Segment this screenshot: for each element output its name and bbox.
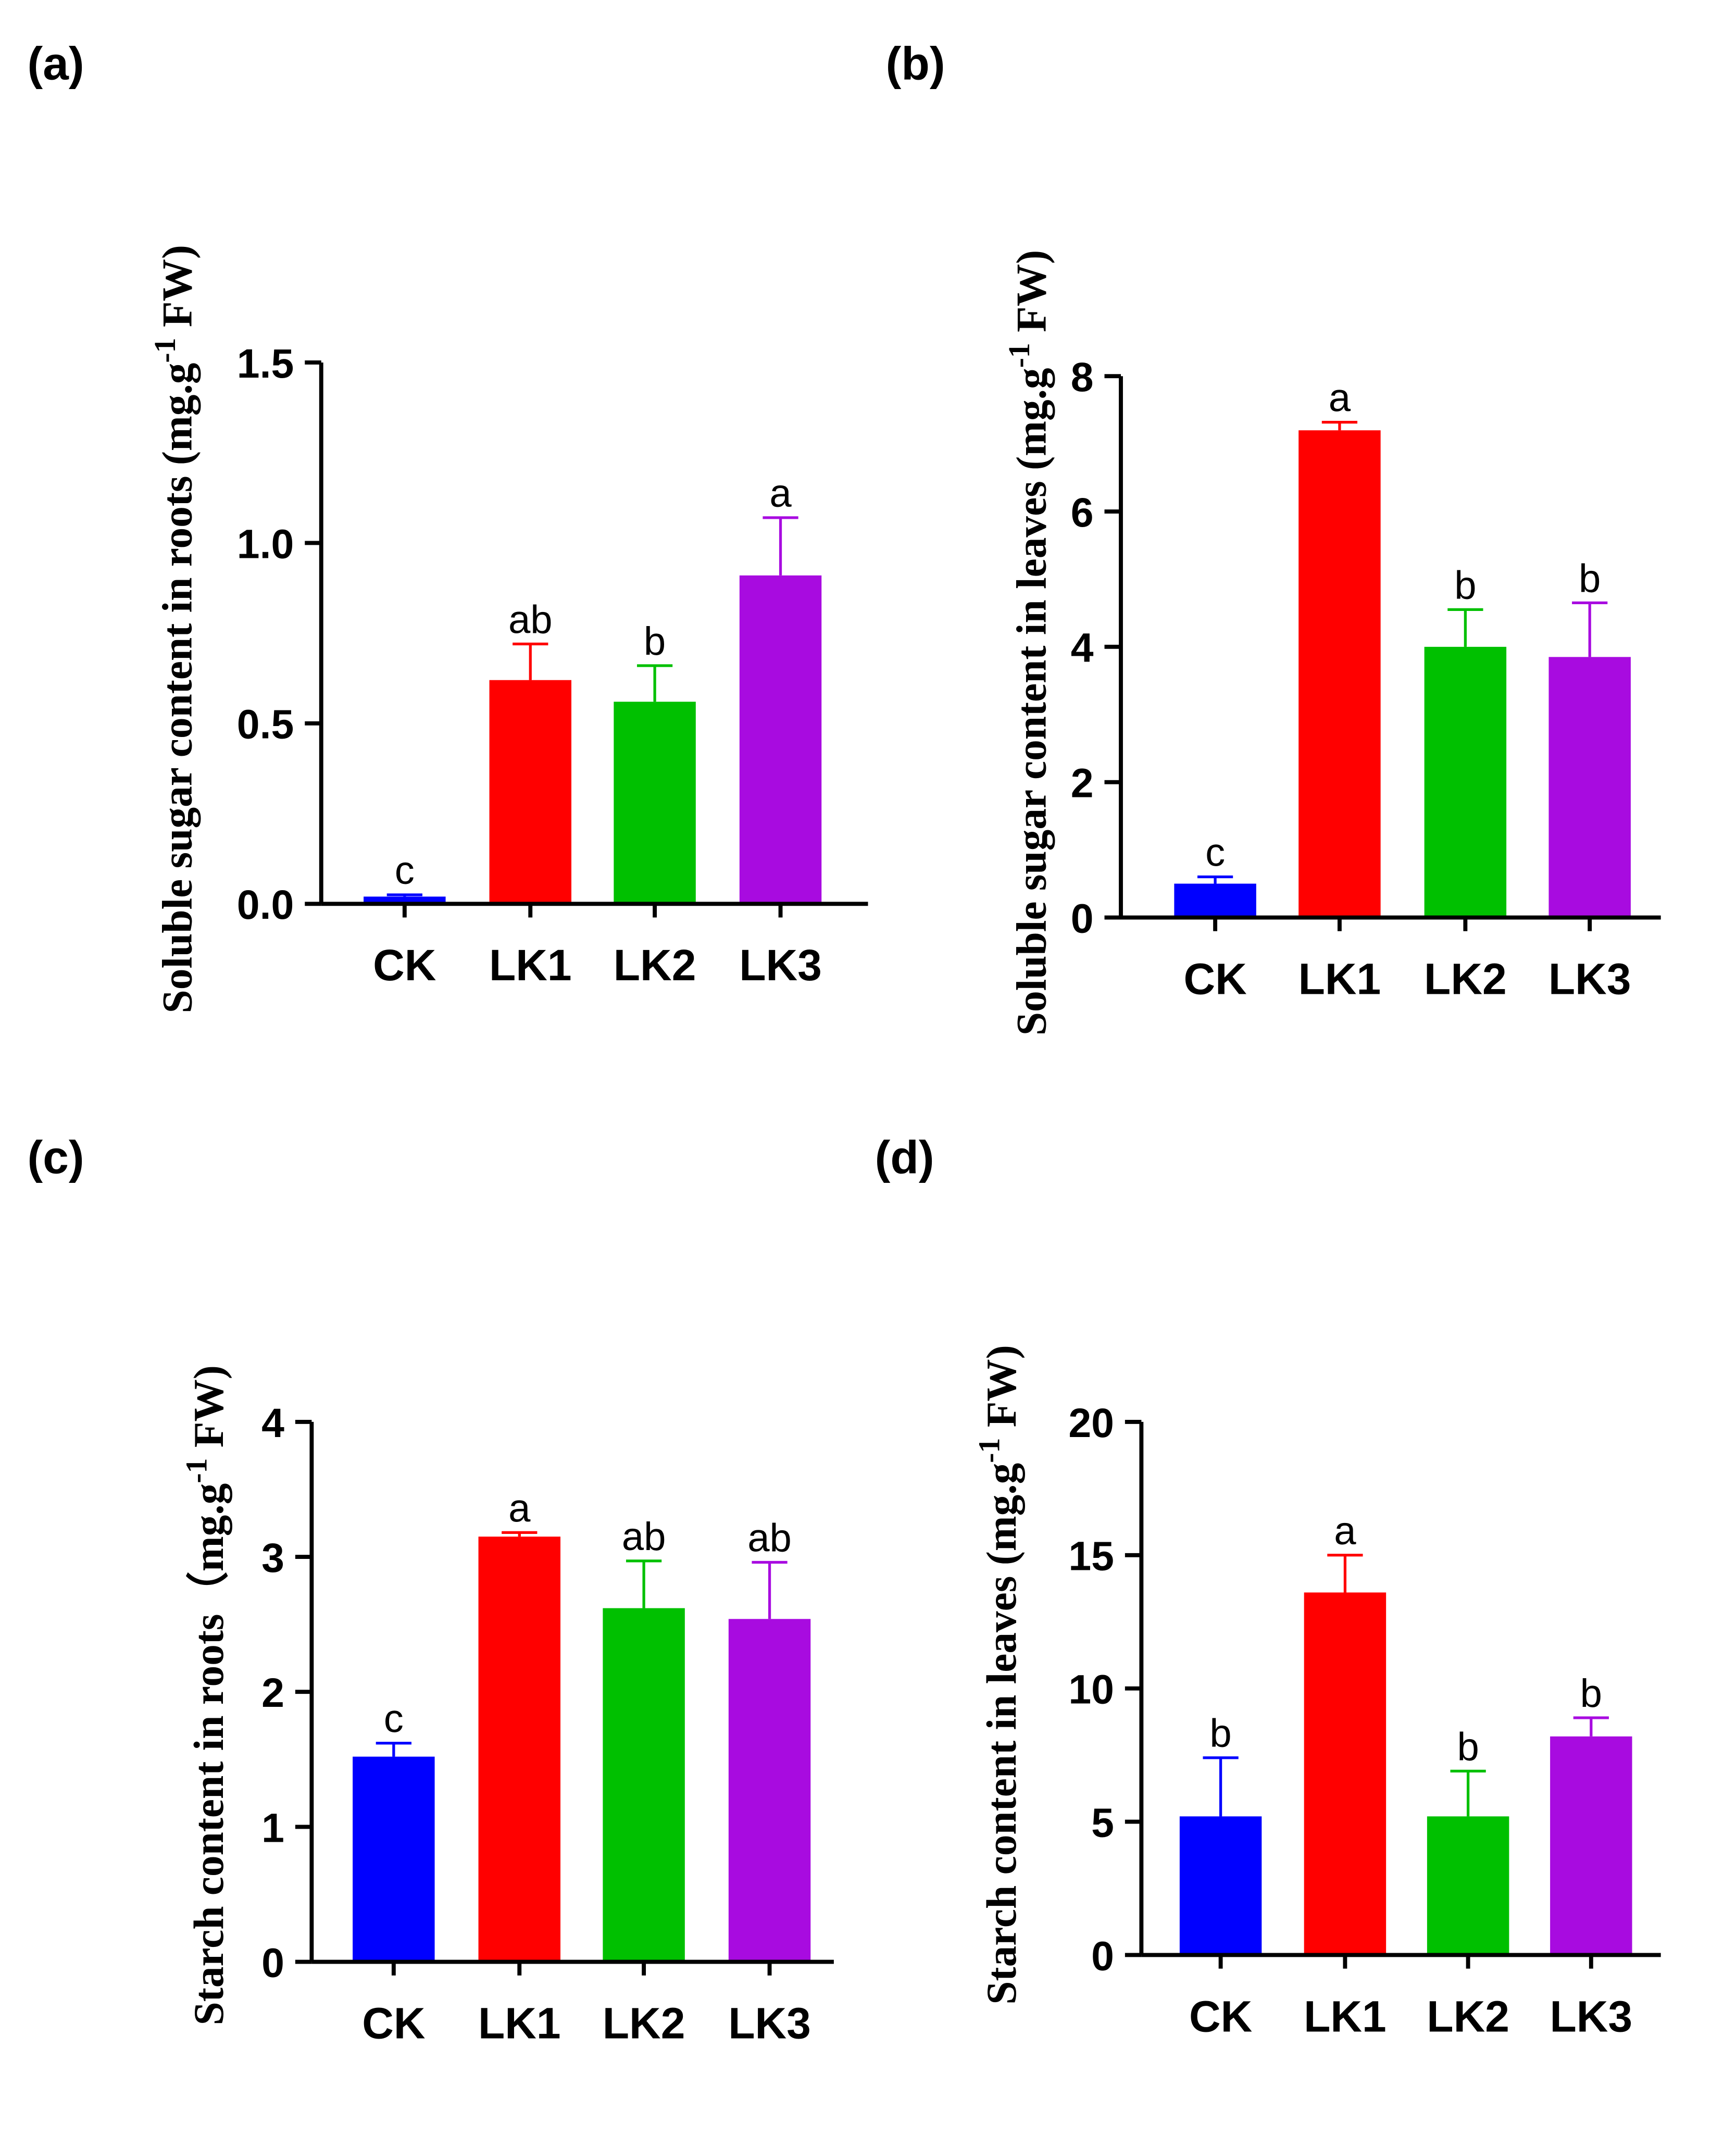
significance-letter: c	[384, 1697, 404, 1741]
bar-CK	[353, 1756, 435, 1962]
bar-LK2	[1427, 1816, 1509, 1955]
y-tick-label: 6	[1071, 490, 1094, 535]
x-tick-label: LK3	[1550, 1992, 1632, 2041]
significance-letter: b	[644, 619, 666, 664]
significance-letter: b	[1579, 556, 1601, 601]
y-tick-label: 1.5	[237, 341, 294, 386]
panel-d: (d) b CK a LK1 b LK2 b LK3 0 5 10 15 20 Starch content…	[875, 1131, 1661, 2041]
y-tick-label: 8	[1071, 354, 1094, 400]
bar-LK2	[1424, 646, 1507, 918]
y-tick-label: 5	[1091, 1800, 1114, 1845]
y-tick-label: 4	[1071, 625, 1094, 671]
x-tick-label: LK1	[478, 1999, 561, 2048]
x-tick-label: LK2	[603, 1999, 685, 2048]
y-axis-label: Soluble sugar content in leaves (mg.g-1 …	[1003, 250, 1055, 1036]
x-tick-label: LK3	[1548, 954, 1631, 1003]
bar-LK1	[1304, 1592, 1387, 1955]
bar-LK2	[603, 1608, 685, 1962]
bar-LK1	[1298, 430, 1381, 918]
significance-letter: ab	[508, 597, 553, 642]
y-axis-label: Soluble sugar content in roots (mg.g-1 F…	[149, 245, 201, 1013]
significance-letter: b	[1580, 1671, 1602, 1716]
x-tick-label: CK	[1183, 954, 1246, 1003]
bar-LK2	[614, 702, 696, 904]
y-tick-label: 10	[1068, 1667, 1114, 1713]
y-tick-label: 4	[261, 1400, 284, 1446]
y-tick-label: 0	[1091, 1933, 1114, 1979]
y-tick-label: 0	[261, 1940, 284, 1985]
significance-letter: b	[1209, 1712, 1231, 1756]
y-tick-label: 1	[261, 1805, 284, 1851]
x-tick-label: LK3	[739, 941, 822, 990]
y-tick-label: 0.5	[237, 702, 294, 747]
significance-letter: c	[1205, 831, 1225, 875]
bar-CK	[1179, 1816, 1262, 1955]
x-tick-label: LK1	[1304, 1992, 1387, 2041]
significance-letter: ab	[747, 1516, 792, 1560]
bar-LK1	[478, 1537, 561, 1962]
y-axis-label: Starch content in leaves (mg.g-1 FW)	[973, 1345, 1025, 2005]
significance-letter: b	[1457, 1725, 1479, 1769]
y-tick-label: 3	[261, 1535, 284, 1581]
bar-LK1	[489, 680, 572, 904]
y-tick-label: 2	[261, 1670, 284, 1716]
x-tick-label: LK2	[1424, 954, 1507, 1003]
y-tick-label: 20	[1068, 1400, 1114, 1446]
y-tick-label: 0	[1071, 895, 1094, 941]
panel-a: (a) c CK ab LK1 b LK2 a LK3 0.0 0.5 1.0 1.5 Soluble s…	[27, 38, 868, 1013]
significance-letter: a	[769, 471, 792, 516]
x-tick-label: LK1	[1298, 954, 1381, 1003]
bar-LK3	[728, 1619, 811, 1962]
panel-c: (c) c CK a LK1 ab LK2 ab LK3 0 1 2 3 4 Starch content …	[27, 1131, 834, 2048]
bar-LK3	[1548, 657, 1631, 918]
x-tick-label: CK	[1189, 1992, 1252, 2041]
y-tick-label: 1.0	[237, 521, 294, 567]
x-tick-label: LK2	[1427, 1992, 1509, 2041]
panel-label: (b)	[886, 38, 945, 90]
x-tick-label: LK2	[614, 941, 696, 990]
significance-letter: ab	[622, 1515, 666, 1559]
panel-label: (a)	[27, 38, 84, 90]
y-tick-label: 15	[1068, 1533, 1114, 1579]
significance-letter: b	[1454, 563, 1476, 607]
bar-LK3	[739, 575, 822, 904]
x-tick-label: CK	[373, 941, 436, 990]
significance-letter: c	[395, 848, 415, 893]
panel-label: (c)	[27, 1131, 84, 1183]
x-tick-label: LK1	[489, 941, 572, 990]
x-tick-label: LK3	[728, 1999, 811, 2048]
panel-b: (b) c CK a LK1 b LK2 b LK3 0 2 4 6 8 Soluble sugar con…	[886, 38, 1661, 1036]
bar-CK	[1174, 883, 1256, 918]
significance-letter: a	[1329, 376, 1351, 420]
y-tick-label: 0.0	[237, 882, 294, 928]
bar-LK3	[1550, 1736, 1632, 1955]
y-tick-label: 2	[1071, 760, 1094, 806]
significance-letter: a	[508, 1486, 531, 1530]
y-axis-label: Starch content in roots（mg.g-1 FW)	[180, 1365, 232, 2025]
significance-letter: a	[1334, 1509, 1356, 1553]
x-tick-label: CK	[362, 1999, 425, 2048]
panel-label: (d)	[875, 1131, 934, 1183]
